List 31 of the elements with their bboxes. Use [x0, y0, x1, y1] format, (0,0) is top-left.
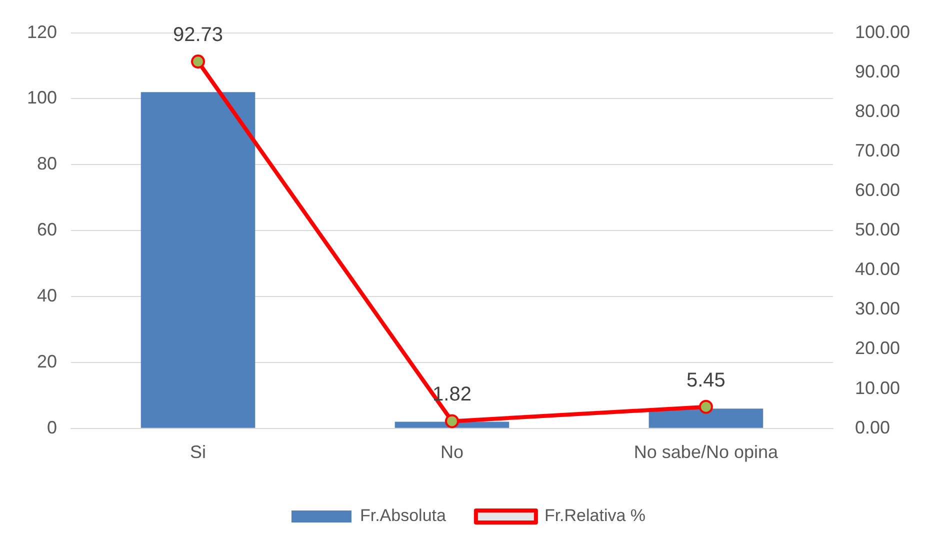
data-label: 5.45: [686, 369, 726, 392]
point: [444, 414, 459, 428]
y-tick-label: 20: [37, 351, 58, 372]
y2-tick-label: 10.00: [854, 378, 900, 398]
y-tick-label: 0: [47, 417, 58, 438]
y-tick-label: 100: [26, 88, 58, 108]
data-label: 92.73: [172, 24, 224, 46]
bar: [648, 408, 764, 428]
y2-tick-label: 40.00: [854, 259, 900, 280]
y-tick-label: 60: [37, 220, 58, 240]
x-tick-label: Si: [190, 442, 206, 462]
y2-tick-label: 60.00: [854, 180, 900, 200]
y-tick-label: 80: [37, 154, 58, 174]
bar: [140, 92, 256, 428]
y2-tick-label: 20.00: [854, 338, 900, 358]
legend-label: Fr.Relativa %: [544, 506, 646, 526]
y-tick-label: 40: [37, 286, 58, 306]
x-tick-label: No sabe/No opina: [634, 442, 779, 462]
y2-tick-label: 0.00: [854, 417, 890, 438]
y-tick-label: 120: [26, 22, 58, 42]
point: [191, 54, 206, 69]
legend-label: Fr.Absoluta: [360, 506, 446, 526]
point: [698, 400, 713, 414]
y2-tick-label: 30.00: [854, 298, 900, 319]
y2-tick-label: 50.00: [854, 220, 900, 240]
y2-tick-label: 90.00: [854, 61, 900, 82]
y2-tick-label: 70.00: [854, 140, 900, 160]
y2-tick-label: 100.00: [854, 22, 910, 42]
data-label: 1.82: [432, 384, 472, 406]
x-tick-label: No: [440, 442, 464, 462]
y2-tick-label: 80.00: [854, 100, 900, 121]
